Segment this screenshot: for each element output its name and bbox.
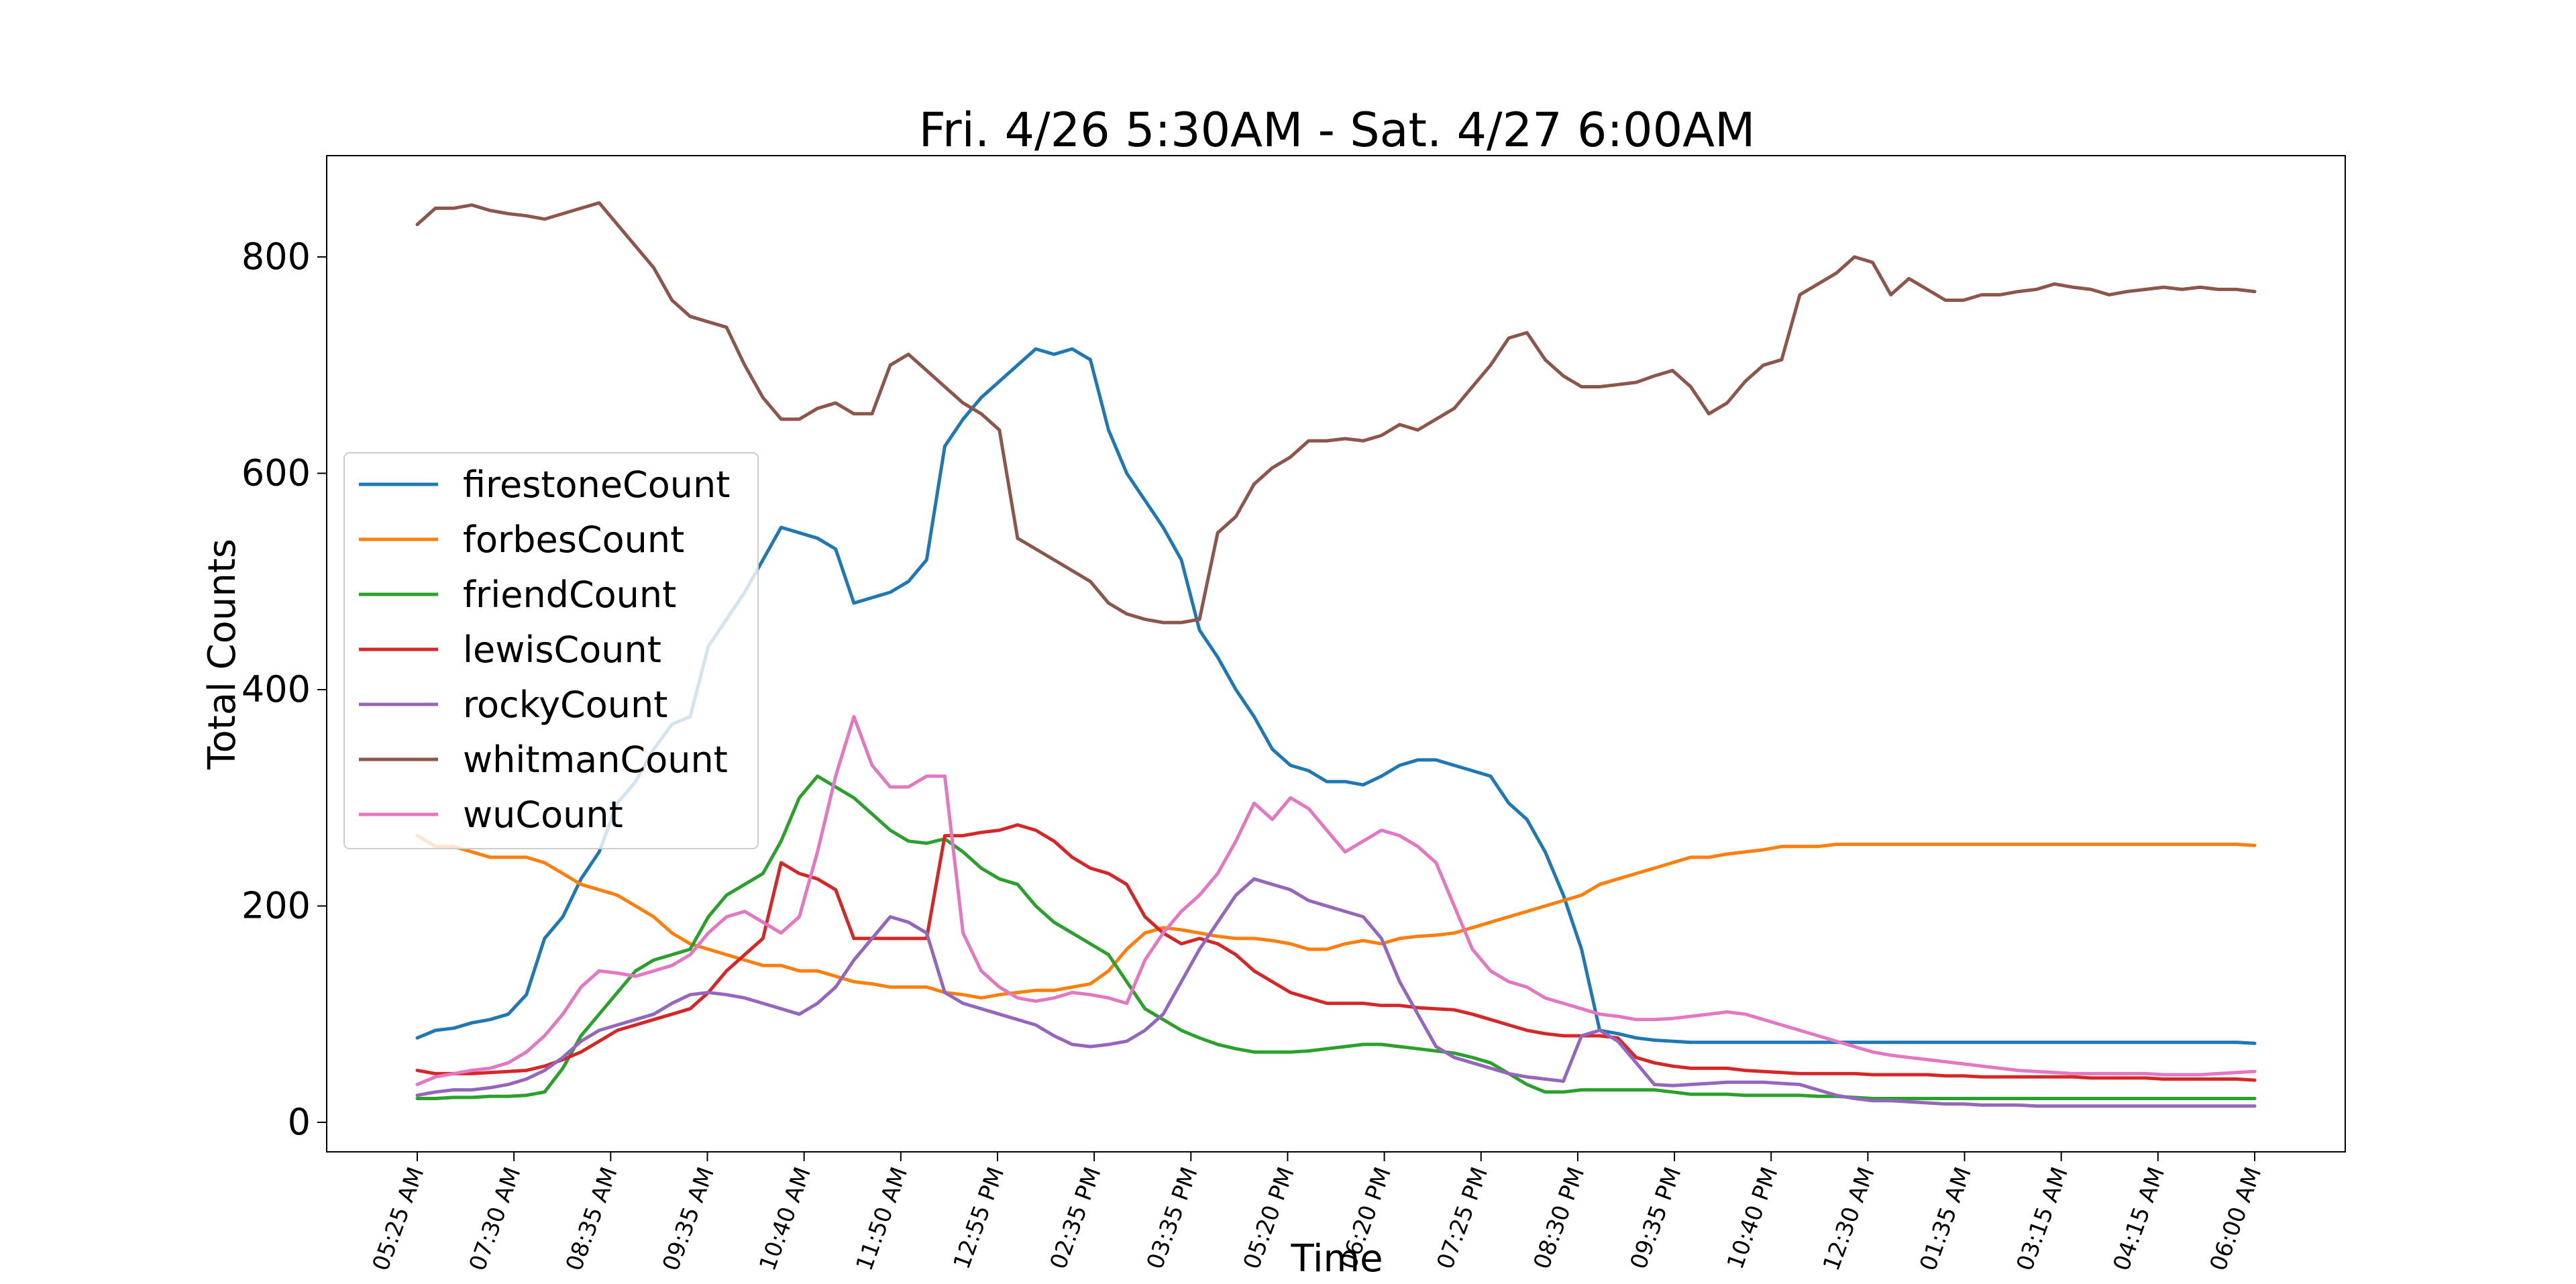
y-tick-label: 800 (241, 235, 311, 278)
series-line-whitmanCount (415, 201, 2257, 625)
x-axis-title: Time (1290, 1237, 1383, 1281)
series-line-rockyCount (415, 877, 2257, 1108)
legend-label-lewisCount: lewisCount (463, 629, 661, 671)
series-line-friendCount (415, 774, 2257, 1100)
legend-box (343, 452, 759, 849)
series-line-wuCount (415, 714, 2257, 1087)
plot-frame (326, 155, 2346, 1153)
legend: firestoneCount forbesCount friendCount lewi… (343, 452, 759, 849)
legend-label-rockyCount: rockyCount (463, 684, 667, 726)
y-axis-title: Total Counts (201, 539, 244, 770)
legend-label-forbesCount: forbesCount (463, 519, 684, 561)
legend-label-firestoneCount: firestoneCount (463, 464, 730, 506)
y-tick-label: 0 (288, 1101, 311, 1143)
series-line-forbesCount (415, 834, 2257, 1000)
y-tick-label: 400 (241, 668, 311, 710)
y-tick-label: 200 (241, 885, 311, 927)
legend-label-friendCount: friendCount (463, 574, 676, 616)
y-tick-label: 600 (241, 452, 311, 494)
chart-title: Fri. 4/26 5:30AM - Sat. 4/27 6:00AM (919, 103, 1756, 158)
legend-label-whitmanCount: whitmanCount (463, 739, 728, 781)
y-axis: 0 200 400 600 800 (241, 235, 327, 1143)
series-line-lewisCount (415, 823, 2257, 1082)
legend-label-wuCount: wuCount (463, 794, 623, 836)
